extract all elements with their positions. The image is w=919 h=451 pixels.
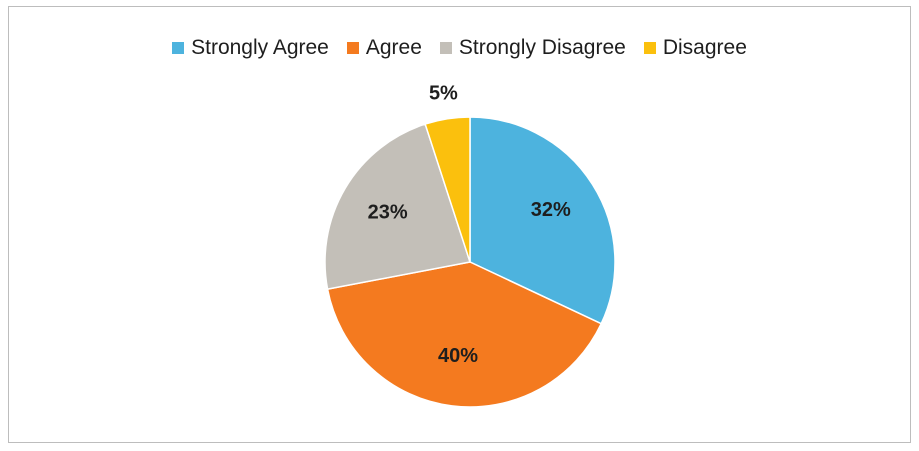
pie-slice-agree bbox=[326, 261, 603, 408]
legend-label-disagree: Disagree bbox=[662, 36, 747, 59]
legend-swatch-strongly-agree bbox=[172, 42, 185, 54]
data-label-disagree: 5% bbox=[429, 82, 458, 104]
legend-swatch-disagree bbox=[643, 42, 656, 54]
legend-item-agree: Agree bbox=[346, 36, 422, 60]
pie-slice-strongly-disagree bbox=[324, 123, 471, 291]
legend-item-strongly-disagree: Strongly Disagree bbox=[439, 36, 626, 60]
legend-item-disagree: Disagree bbox=[643, 36, 747, 60]
legend-swatch-agree bbox=[346, 42, 359, 54]
legend-label-strongly-agree: Strongly Agree bbox=[191, 36, 329, 59]
pie-slice-strongly-agree bbox=[469, 116, 616, 325]
data-label-agree: 40% bbox=[438, 345, 478, 367]
data-label-strongly-agree: 32% bbox=[531, 199, 571, 221]
legend-label-strongly-disagree: Strongly Disagree bbox=[458, 36, 626, 59]
pie-slice-disagree bbox=[424, 116, 471, 263]
legend-label-agree: Agree bbox=[365, 36, 422, 59]
legend-item-strongly-agree: Strongly Agree bbox=[172, 36, 329, 60]
chart-legend: Strongly Agree Agree Strongly Disagree D… bbox=[0, 36, 919, 60]
legend-swatch-strongly-disagree bbox=[439, 42, 452, 54]
data-label-strongly-disagree: 23% bbox=[368, 202, 408, 224]
